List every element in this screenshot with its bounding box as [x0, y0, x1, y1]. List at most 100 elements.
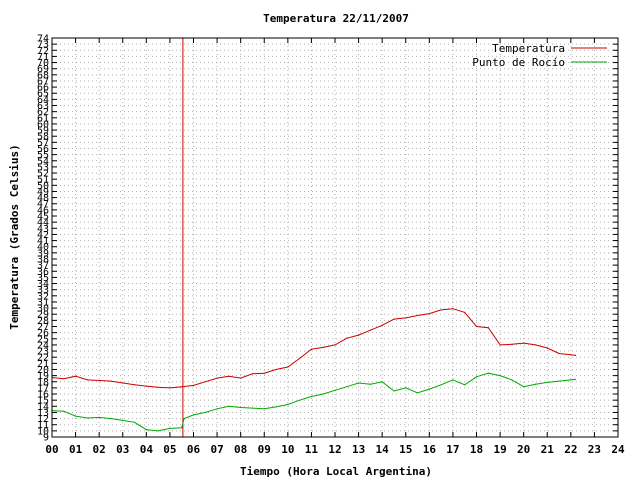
y-tick-label: 69 — [37, 64, 49, 75]
data-point — [357, 382, 360, 384]
y-tick-label: 51 — [37, 175, 49, 186]
data-point — [487, 372, 489, 374]
data-point — [98, 379, 100, 382]
x-tick-label: 00 — [45, 443, 58, 456]
x-tick-label: 14 — [376, 443, 390, 456]
data-point — [393, 390, 395, 392]
x-tick-label: 07 — [210, 443, 223, 456]
data-point — [145, 385, 147, 387]
data-point — [181, 386, 183, 388]
data-point — [122, 419, 124, 422]
y-tick-label: 37 — [37, 261, 49, 272]
data-point — [511, 343, 513, 345]
x-tick-label: 11 — [305, 443, 319, 456]
data-point — [228, 405, 230, 407]
data-point — [534, 383, 537, 385]
y-tick-label: 35 — [37, 273, 49, 284]
y-tick-label: 55 — [37, 150, 49, 161]
data-point — [275, 368, 277, 371]
data-point — [357, 334, 360, 336]
y-tick-label: 17 — [37, 383, 49, 394]
y-tick-label: 49 — [37, 187, 49, 198]
data-point — [299, 399, 301, 401]
y-tick-label: 72 — [37, 46, 49, 57]
data-point — [216, 377, 218, 379]
data-point — [334, 389, 336, 391]
data-point — [275, 406, 277, 408]
data-point — [204, 411, 206, 414]
data-point — [440, 384, 442, 386]
data-point — [499, 375, 501, 377]
y-tick-label: 63 — [37, 101, 49, 112]
y-tick-label: 50 — [37, 181, 49, 192]
x-tick-label: 21 — [541, 443, 555, 456]
y-tick-label: 57 — [37, 138, 49, 149]
y-tick-label: 30 — [37, 304, 49, 315]
y-tick-label: 28 — [37, 316, 49, 327]
data-point — [464, 384, 466, 386]
y-tick-label: 19 — [37, 371, 49, 382]
x-tick-label: 15 — [399, 443, 412, 456]
data-point — [63, 410, 65, 412]
data-point — [145, 429, 147, 431]
y-tick-label: 45 — [37, 212, 49, 223]
x-tick-label: 06 — [187, 443, 201, 456]
data-point — [558, 352, 560, 355]
x-tick-label: 04 — [140, 443, 154, 456]
data-point — [416, 314, 419, 317]
data-point — [546, 381, 548, 383]
data-point — [475, 376, 478, 378]
x-tick-label: 16 — [423, 443, 437, 456]
data-point — [133, 384, 136, 386]
y-tick-label: 61 — [37, 113, 49, 124]
data-point — [86, 379, 88, 381]
data-point — [574, 354, 577, 356]
data-point — [440, 309, 442, 311]
y-tick-label: 71 — [37, 52, 49, 63]
y-tick-label: 47 — [37, 199, 49, 210]
data-point — [299, 357, 301, 360]
y-tick-label: 41 — [37, 236, 49, 247]
x-tick-label: 24 — [611, 443, 625, 456]
data-point — [192, 414, 195, 416]
y-tick-label: 21 — [37, 359, 49, 370]
legend-label: Temperatura — [492, 42, 565, 55]
data-point — [369, 329, 371, 331]
y-tick-label: 70 — [37, 58, 49, 69]
data-point — [263, 372, 265, 374]
data-point — [322, 393, 324, 395]
legend-label: Punto de Rocío — [472, 56, 565, 69]
data-point — [346, 386, 348, 388]
y-tick-label: 20 — [37, 365, 49, 376]
y-tick-label: 60 — [37, 119, 49, 130]
y-tick-label: 23 — [37, 347, 49, 358]
data-point — [499, 344, 501, 346]
axis-ticks: 9101112131415161718192021222324252627282… — [37, 34, 625, 457]
data-point — [346, 337, 348, 339]
y-tick-label: 27 — [37, 322, 49, 333]
data-point — [546, 347, 548, 349]
data-point — [393, 318, 395, 320]
data-point — [381, 324, 383, 326]
y-tick-label: 39 — [37, 248, 49, 259]
data-point — [63, 378, 65, 380]
y-tick-label: 29 — [37, 310, 49, 321]
data-point — [475, 325, 478, 328]
data-point — [381, 381, 383, 383]
data-point — [204, 381, 206, 383]
data-point — [287, 403, 289, 406]
y-tick-label: 18 — [37, 377, 49, 388]
y-tick-label: 31 — [37, 297, 49, 308]
y-tick-label: 9 — [43, 433, 49, 444]
y-tick-label: 53 — [37, 162, 49, 173]
y-tick-label: 12 — [37, 414, 49, 425]
data-point — [86, 417, 88, 419]
data-point — [452, 379, 454, 381]
data-point — [405, 387, 407, 389]
y-tick-label: 16 — [37, 390, 49, 401]
y-tick-label: 44 — [37, 218, 49, 229]
y-tick-label: 22 — [37, 353, 49, 364]
y-tick-label: 38 — [37, 254, 49, 265]
